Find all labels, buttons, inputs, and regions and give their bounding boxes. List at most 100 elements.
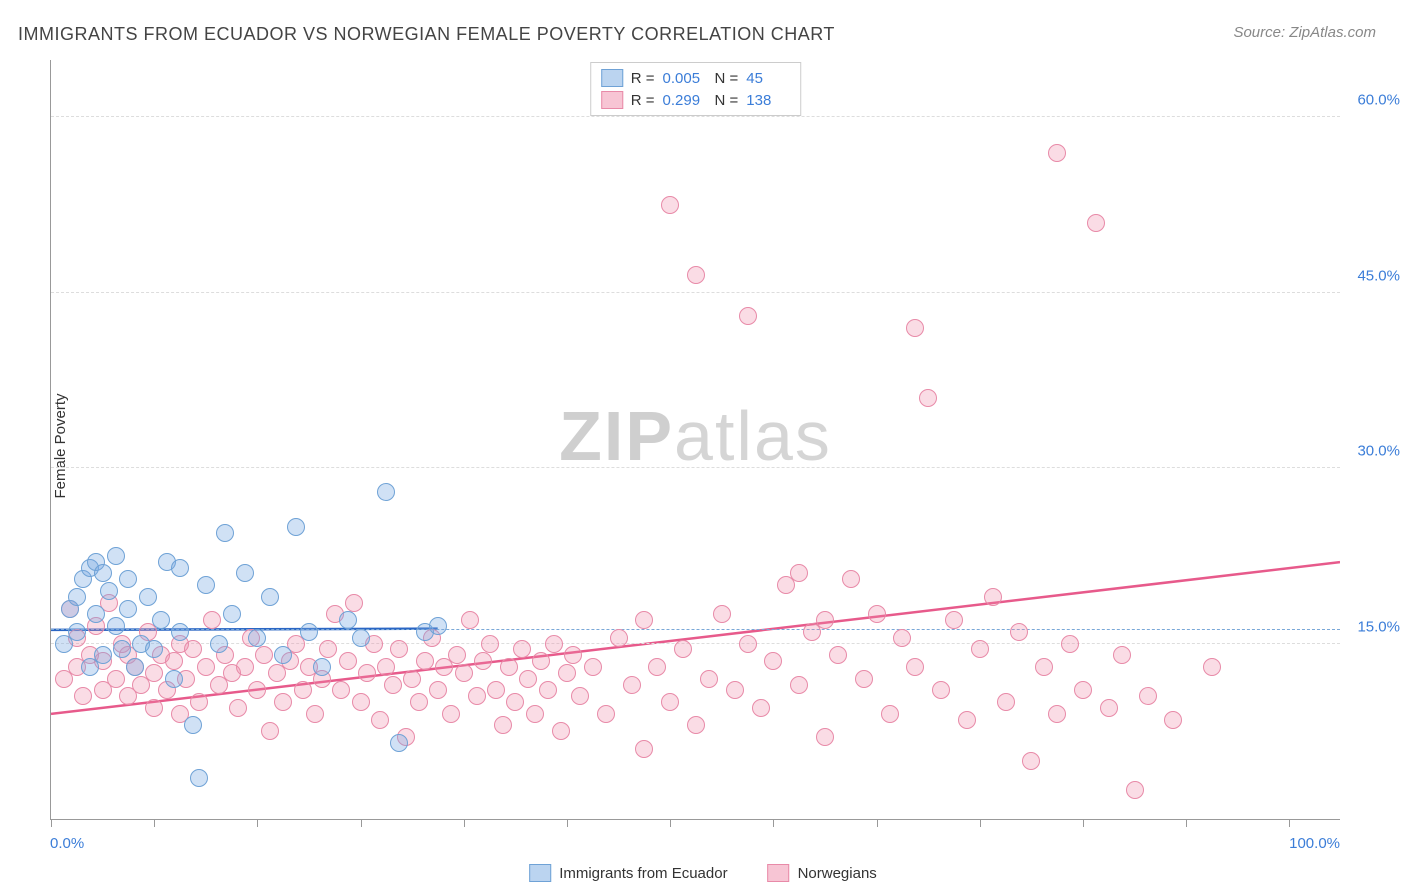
data-point — [139, 588, 157, 606]
data-point — [1035, 658, 1053, 676]
data-point — [842, 570, 860, 588]
gridline — [51, 467, 1340, 468]
data-point — [236, 564, 254, 582]
data-point — [468, 687, 486, 705]
x-tick — [154, 819, 155, 827]
x-tick — [361, 819, 362, 827]
x-tick — [1083, 819, 1084, 827]
r-value-pink: 0.299 — [663, 92, 707, 109]
data-point — [816, 611, 834, 629]
data-point — [145, 664, 163, 682]
data-point — [481, 635, 499, 653]
data-point — [1113, 646, 1131, 664]
data-point — [868, 605, 886, 623]
data-point — [519, 670, 537, 688]
data-point — [113, 640, 131, 658]
data-point — [294, 681, 312, 699]
data-point — [313, 658, 331, 676]
x-axis-max: 100.0% — [1289, 835, 1340, 852]
data-point — [210, 635, 228, 653]
data-point — [306, 705, 324, 723]
data-point — [152, 611, 170, 629]
data-point — [287, 518, 305, 536]
data-point — [203, 611, 221, 629]
data-point — [661, 693, 679, 711]
data-point — [1048, 705, 1066, 723]
data-point — [829, 646, 847, 664]
data-point — [377, 658, 395, 676]
x-axis-min: 0.0% — [50, 835, 84, 852]
y-tick-label: 15.0% — [1357, 618, 1400, 635]
legend: Immigrants from Ecuador Norwegians — [529, 864, 877, 882]
x-tick — [877, 819, 878, 827]
data-point — [236, 658, 254, 676]
data-point — [68, 588, 86, 606]
data-point — [906, 319, 924, 337]
data-point — [416, 652, 434, 670]
data-point — [494, 716, 512, 734]
data-point — [610, 629, 628, 647]
x-tick — [980, 819, 981, 827]
data-point — [107, 670, 125, 688]
data-point — [997, 693, 1015, 711]
data-point — [687, 716, 705, 734]
data-point — [1100, 699, 1118, 717]
data-point — [197, 658, 215, 676]
data-point — [390, 640, 408, 658]
data-point — [526, 705, 544, 723]
data-point — [752, 699, 770, 717]
data-point — [274, 646, 292, 664]
y-tick-label: 45.0% — [1357, 267, 1400, 284]
data-point — [319, 640, 337, 658]
x-tick — [567, 819, 568, 827]
x-tick — [51, 819, 52, 827]
data-point — [410, 693, 428, 711]
data-point — [352, 629, 370, 647]
legend-item-norwegian: Norwegians — [768, 864, 877, 882]
data-point — [739, 307, 757, 325]
data-point — [726, 681, 744, 699]
stats-row-norwegian: R = 0.299 N = 138 — [601, 89, 791, 111]
data-point — [958, 711, 976, 729]
data-point — [597, 705, 615, 723]
correlation-stats-box: R = 0.005 N = 45 R = 0.299 N = 138 — [590, 62, 802, 116]
n-value-blue: 45 — [746, 70, 790, 87]
data-point — [635, 740, 653, 758]
data-point — [584, 658, 602, 676]
data-point — [906, 658, 924, 676]
data-point — [1087, 214, 1105, 232]
data-point — [94, 564, 112, 582]
data-point — [855, 670, 873, 688]
data-point — [429, 681, 447, 699]
y-tick-label: 30.0% — [1357, 443, 1400, 460]
data-point — [390, 734, 408, 752]
data-point — [545, 635, 563, 653]
data-point — [1074, 681, 1092, 699]
data-point — [487, 681, 505, 699]
data-point — [145, 640, 163, 658]
data-point — [461, 611, 479, 629]
gridline — [51, 292, 1340, 293]
data-point — [564, 646, 582, 664]
data-point — [145, 699, 163, 717]
data-point — [1164, 711, 1182, 729]
data-point — [74, 687, 92, 705]
data-point — [403, 670, 421, 688]
data-point — [442, 705, 460, 723]
data-point — [881, 705, 899, 723]
legend-label-norwegian: Norwegians — [798, 865, 877, 882]
data-point — [184, 640, 202, 658]
data-point — [674, 640, 692, 658]
data-point — [893, 629, 911, 647]
chart-container: { "title": "IMMIGRANTS FROM ECUADOR VS N… — [0, 0, 1406, 892]
data-point — [197, 576, 215, 594]
data-point — [1022, 752, 1040, 770]
data-point — [1048, 144, 1066, 162]
x-tick — [1289, 819, 1290, 827]
data-point — [1203, 658, 1221, 676]
legend-label-ecuador: Immigrants from Ecuador — [559, 865, 727, 882]
data-point — [790, 676, 808, 694]
data-point — [119, 570, 137, 588]
data-point — [932, 681, 950, 699]
data-point — [126, 658, 144, 676]
